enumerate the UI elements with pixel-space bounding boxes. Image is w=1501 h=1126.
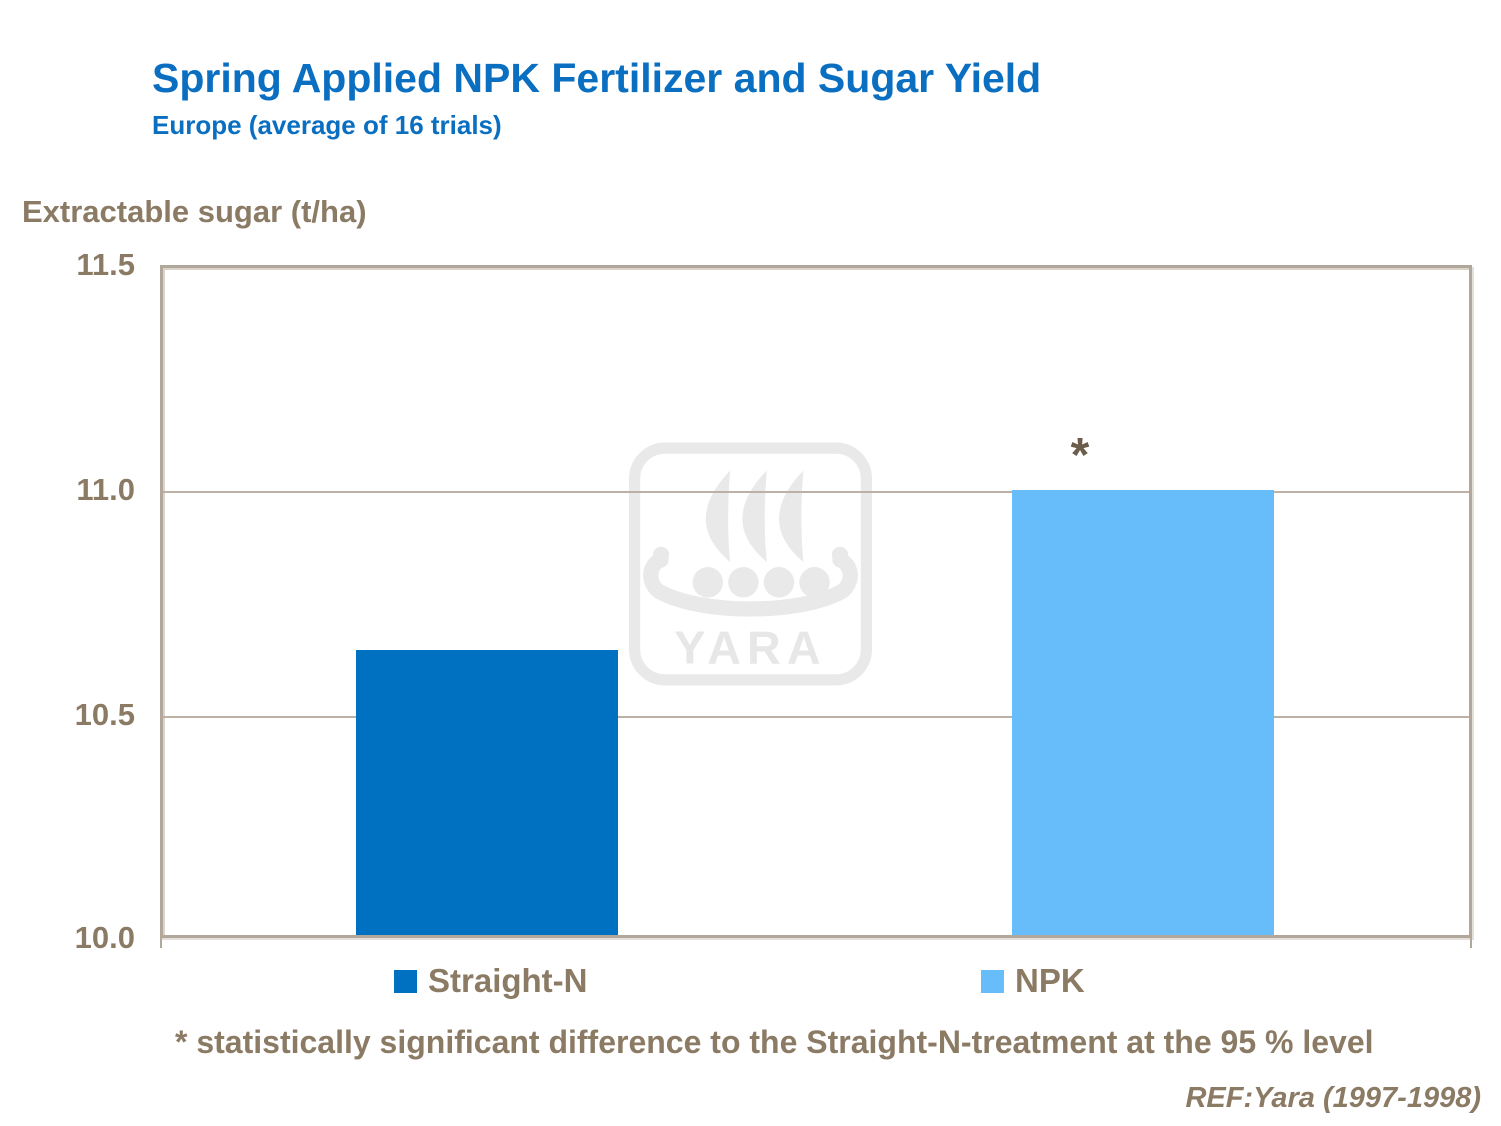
legend-swatch-straight-n [394, 969, 417, 993]
legend-label: Straight-N [428, 962, 588, 999]
plot-area: YARA * [160, 265, 1472, 938]
yara-logo-watermark-icon: YARA [629, 442, 872, 686]
chart-title: Spring Applied NPK Fertilizer and Sugar … [152, 55, 1042, 101]
gridline-11-0 [163, 491, 1469, 493]
watermark-text: YARA [674, 622, 827, 674]
bar-npk [1012, 490, 1274, 935]
legend-item-npk: NPK [981, 962, 1085, 1000]
y-tick-label: 10.0 [74, 920, 135, 955]
y-axis-title: Extractable sugar (t/ha) [22, 194, 367, 229]
x-axis-tick [160, 938, 162, 948]
bar-straight-n [356, 650, 618, 935]
gridline-10-5 [163, 716, 1469, 718]
legend-item-straight-n: Straight-N [394, 962, 588, 1000]
legend-swatch-npk [981, 969, 1004, 993]
footnote: * statistically significant difference t… [175, 1024, 1374, 1060]
x-axis-tick [1470, 938, 1472, 948]
y-tick-label: 10.5 [74, 697, 135, 732]
y-tick-label: 11.5 [76, 247, 135, 282]
y-tick-label: 11.0 [76, 472, 135, 507]
significance-asterisk: * [1070, 429, 1090, 482]
legend-label: NPK [1015, 962, 1085, 999]
chart-subtitle: Europe (average of 16 trials) [152, 110, 502, 140]
reference: REF:Yara (1997-1998) [1185, 1082, 1481, 1114]
